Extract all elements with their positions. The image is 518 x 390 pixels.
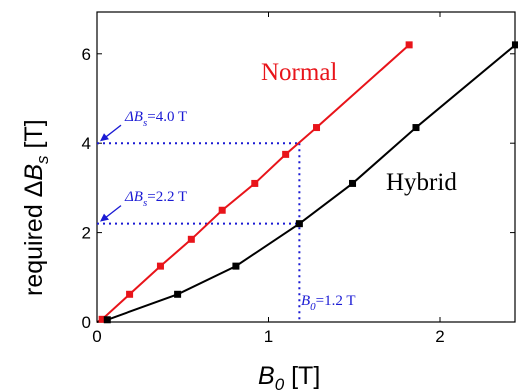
- data-point-hybrid: [511, 41, 518, 49]
- y-axis-label: required ΔBs [T]: [20, 119, 52, 296]
- data-point-normal: [126, 290, 134, 298]
- data-point-hybrid: [232, 262, 240, 270]
- x-tick-label: 2: [435, 327, 444, 346]
- data-point-normal: [405, 41, 413, 49]
- x-axis-label: B0 [T]: [258, 362, 320, 390]
- data-point-hybrid: [174, 290, 182, 298]
- y-tick-label: 0: [82, 313, 91, 332]
- x-tick-label: 0: [92, 327, 101, 346]
- y-tick-label: 2: [82, 224, 91, 243]
- annotation-delta-bs-high: ΔBs=4.0 T: [124, 109, 187, 129]
- arrow-2-2t-head: [100, 213, 109, 222]
- plot-frame: [96, 11, 516, 323]
- y-tick-label: 6: [82, 45, 91, 64]
- arrow-4t-head: [100, 133, 109, 142]
- y-tick-label: 4: [82, 134, 91, 153]
- series-label-hybrid: Hybrid: [386, 169, 457, 196]
- annotation-b0: B0=1.2 T: [301, 293, 356, 313]
- series-line-hybrid: [96, 44, 517, 323]
- data-point-normal: [313, 124, 321, 132]
- data-point-hybrid: [349, 179, 357, 187]
- data-point-normal: [156, 262, 164, 270]
- series-line-normal: [96, 44, 410, 323]
- data-point-normal: [187, 235, 195, 243]
- data-point-hybrid: [295, 220, 303, 228]
- data-point-normal: [251, 179, 259, 187]
- series-label-normal: Normal: [261, 59, 337, 86]
- x-tick-label: 1: [264, 327, 273, 346]
- data-point-hybrid: [103, 316, 111, 324]
- data-point-hybrid: [412, 124, 420, 132]
- annotation-delta-bs-low: ΔBs=2.2 T: [124, 189, 187, 209]
- data-point-normal: [98, 315, 106, 323]
- data-point-normal: [218, 206, 226, 214]
- data-point-normal: [282, 150, 290, 158]
